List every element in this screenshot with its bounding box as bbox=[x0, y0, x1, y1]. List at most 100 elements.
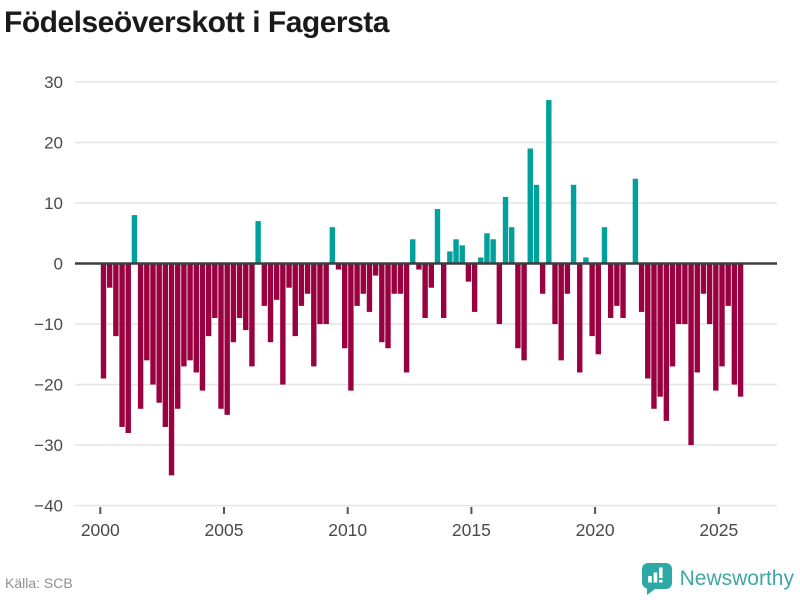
quarter-bar bbox=[131, 215, 138, 264]
quarter-bar bbox=[181, 263, 187, 367]
quarter-bar bbox=[168, 263, 175, 476]
quarter-bar bbox=[614, 263, 620, 306]
quarter-bar bbox=[682, 263, 688, 325]
quarter-bar bbox=[119, 263, 125, 427]
quarter-bar bbox=[620, 263, 626, 318]
quarter-bar bbox=[484, 233, 490, 264]
quarter-bar bbox=[348, 263, 354, 391]
quarter-bar bbox=[471, 263, 478, 312]
newsworthy-logo: Newsworthy bbox=[641, 562, 794, 595]
quarter-bar bbox=[391, 263, 397, 294]
quarter-bar bbox=[205, 263, 212, 337]
quarter-bar bbox=[212, 263, 218, 318]
quarter-bar bbox=[638, 263, 645, 312]
quarter-bar bbox=[100, 263, 107, 379]
quarter-bar bbox=[113, 263, 119, 337]
quarter-bar bbox=[527, 148, 533, 264]
quarter-bar bbox=[218, 263, 224, 409]
quarter-bar bbox=[465, 263, 472, 282]
quarter-bar bbox=[224, 263, 230, 415]
quarter-bar bbox=[719, 263, 725, 367]
x-tick-label: 2020 bbox=[576, 520, 615, 540]
quarter-bar bbox=[273, 263, 280, 300]
chart-title: Födelseöverskott i Fagersta bbox=[4, 6, 389, 39]
quarter-bar bbox=[360, 263, 366, 294]
quarter-bar bbox=[651, 263, 657, 409]
quarter-bar bbox=[267, 263, 274, 343]
quarter-bar bbox=[193, 263, 199, 373]
logo-bar-small bbox=[647, 576, 652, 583]
quarter-bar bbox=[144, 263, 150, 361]
y-tick-label: 0 bbox=[54, 255, 63, 274]
quarter-bar bbox=[496, 263, 503, 325]
y-tick-label: 20 bbox=[44, 133, 63, 152]
quarter-bar bbox=[632, 178, 639, 264]
quarter-bar bbox=[570, 184, 577, 264]
quarter-bar bbox=[342, 263, 348, 349]
logo-exclamation-bar bbox=[658, 567, 663, 578]
quarter-bar bbox=[397, 263, 404, 294]
quarter-bar bbox=[434, 209, 441, 264]
quarter-bar bbox=[645, 263, 651, 379]
quarter-bar bbox=[156, 263, 162, 403]
quarter-bar bbox=[106, 263, 113, 288]
quarter-bar bbox=[713, 263, 719, 391]
quarter-bar bbox=[323, 263, 329, 325]
quarter-bar bbox=[577, 263, 583, 373]
source-label: Källa: SCB bbox=[5, 575, 73, 591]
quarter-bar bbox=[150, 263, 156, 385]
quarter-bar bbox=[552, 263, 558, 325]
quarter-bar bbox=[521, 263, 527, 361]
quarter-bar bbox=[249, 263, 255, 367]
x-tick-label: 2010 bbox=[328, 520, 367, 540]
quarter-bar bbox=[509, 227, 515, 264]
quarter-bar bbox=[564, 263, 571, 294]
quarter-bar bbox=[731, 263, 738, 385]
quarter-bar bbox=[688, 263, 694, 446]
quarter-bar bbox=[700, 263, 707, 294]
y-tick-label: −40 bbox=[34, 497, 63, 516]
y-tick-label: −20 bbox=[34, 376, 63, 395]
quarter-bar bbox=[317, 263, 323, 325]
quarter-bar bbox=[187, 263, 193, 361]
quarter-bar bbox=[372, 263, 379, 276]
quarter-bar bbox=[459, 245, 465, 264]
quarter-bar bbox=[366, 263, 373, 312]
logo-exclamation-dot bbox=[658, 579, 663, 583]
quarter-bar bbox=[515, 263, 521, 349]
quarter-bar bbox=[199, 263, 206, 391]
y-tick-label: 10 bbox=[44, 194, 63, 213]
y-tick-label: −10 bbox=[34, 315, 63, 334]
quarter-bar bbox=[737, 263, 744, 397]
quarter-bar bbox=[595, 263, 601, 355]
newsworthy-logo-text: Newsworthy bbox=[679, 566, 794, 590]
quarter-bar bbox=[490, 239, 496, 264]
quarter-bar bbox=[137, 263, 144, 409]
quarter-bar bbox=[669, 263, 676, 367]
y-tick-label: −30 bbox=[34, 436, 63, 455]
quarter-bar bbox=[558, 263, 564, 361]
quarter-bar bbox=[175, 263, 181, 409]
quarter-bar bbox=[255, 221, 261, 264]
x-tick-label: 2005 bbox=[205, 520, 244, 540]
quarter-bar bbox=[125, 263, 131, 433]
quarter-bar bbox=[403, 263, 410, 373]
x-tick-label: 2000 bbox=[81, 520, 120, 540]
quarter-bar bbox=[292, 263, 298, 337]
quarter-bar bbox=[706, 263, 713, 325]
quarter-bar bbox=[601, 227, 608, 264]
quarter-bar bbox=[162, 263, 169, 427]
quarter-bar bbox=[230, 263, 237, 343]
quarter-bar bbox=[440, 263, 447, 318]
quarter-bar bbox=[298, 263, 305, 306]
quarter-bar bbox=[329, 227, 336, 264]
quarter-bar bbox=[385, 263, 391, 349]
quarter-bar bbox=[583, 257, 589, 264]
quarter-bar bbox=[478, 257, 484, 264]
quarter-bar bbox=[725, 263, 731, 306]
quarter-bar bbox=[539, 263, 546, 294]
quarter-bar bbox=[589, 263, 595, 337]
quarter-bar bbox=[335, 263, 342, 270]
